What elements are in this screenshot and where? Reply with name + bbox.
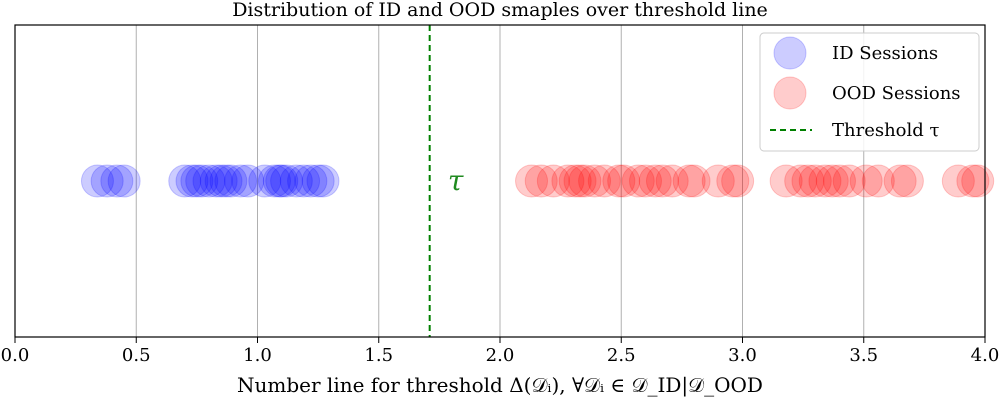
id-session-point [265, 164, 299, 198]
id-session-point [301, 164, 335, 198]
ood-session-point [536, 164, 570, 198]
ood-session-point [607, 164, 641, 198]
ood-session-point [655, 164, 689, 198]
ood-session-point [677, 164, 711, 198]
id-session-point [262, 164, 296, 198]
ood-session-point [849, 164, 883, 198]
legend-label-threshold: Threshold τ [832, 120, 940, 141]
ood-session-point [941, 164, 975, 198]
x-tick-label: 1.5 [364, 345, 393, 366]
id-session-point [107, 164, 141, 198]
id-session-point [204, 164, 238, 198]
legend-label-ood: OOD Sessions [832, 83, 961, 104]
ood-session-point [701, 164, 735, 198]
ood-session-point [769, 164, 803, 198]
id-session-point [168, 164, 202, 198]
ood-session-point [551, 164, 585, 198]
x-tick-label: 2.0 [486, 345, 515, 366]
id-session-point [257, 164, 291, 198]
ood-session-point [961, 164, 995, 198]
legend: ID Sessions OOD Sessions Threshold τ [759, 32, 980, 152]
id-session-point [270, 164, 304, 198]
ood-session-point [621, 164, 655, 198]
ood-session-point [524, 164, 558, 198]
x-tick-label: 3.5 [849, 345, 878, 366]
ood-session-point [823, 164, 856, 198]
ood-session-point [716, 164, 750, 198]
legend-marker-id [773, 36, 807, 70]
legend-label-id: ID Sessions [832, 43, 938, 64]
points-layer [80, 164, 995, 198]
x-tick-label: 0.0 [1, 345, 30, 366]
ood-session-point [832, 164, 866, 198]
ood-session-point [721, 164, 755, 198]
threshold-annotation: τ [448, 164, 464, 197]
ood-session-point [638, 164, 672, 198]
ood-session-point [563, 164, 597, 198]
id-session-point [248, 164, 282, 198]
id-session-point [287, 164, 321, 198]
x-tick-label: 4.0 [971, 345, 1000, 366]
ood-session-point [672, 164, 706, 198]
ood-session-point [791, 164, 825, 198]
ood-session-point [784, 164, 818, 198]
id-session-point [90, 164, 124, 198]
ood-session-point [645, 164, 679, 198]
ood-session-point [798, 164, 832, 198]
ood-session-point [578, 164, 612, 198]
id-session-point [199, 164, 233, 198]
id-session-point [294, 164, 328, 198]
ood-session-point [602, 164, 636, 198]
x-tick-label: 2.5 [607, 345, 636, 366]
id-session-point [80, 164, 114, 198]
x-tick-label: 3.0 [728, 345, 757, 366]
id-session-point [279, 164, 313, 198]
ood-session-point [861, 164, 895, 198]
id-session-point [185, 164, 219, 198]
id-session-point [306, 164, 340, 198]
id-session-point [209, 164, 243, 198]
id-session-point [224, 164, 258, 198]
x-tick-label: 1.0 [243, 345, 272, 366]
id-session-point [180, 164, 214, 198]
id-session-point [100, 164, 134, 198]
ood-session-point [808, 164, 842, 198]
ood-session-point [815, 164, 849, 198]
ood-session-point [558, 164, 592, 198]
ood-session-point [515, 164, 549, 198]
id-session-point [175, 164, 209, 198]
ood-session-point [956, 164, 990, 198]
x-tick-label: 0.5 [122, 345, 151, 366]
id-session-point [192, 164, 226, 198]
ticks-layer: 0.0 0.5 1.0 1.5 2.0 2.5 3.0 3.5 4.0 [1, 337, 1000, 366]
legend-box [759, 32, 980, 152]
id-session-point [231, 164, 265, 198]
ood-session-point [883, 164, 917, 198]
ood-session-point [587, 164, 621, 198]
id-session-point [214, 164, 248, 198]
legend-marker-ood [773, 76, 807, 110]
ood-session-point [568, 164, 602, 198]
threshold-layer: τ [428, 25, 464, 337]
ood-session-point [629, 164, 662, 198]
ood-session-point [890, 164, 924, 198]
chart-title: Distribution of ID and OOD smaples over … [232, 0, 768, 21]
x-axis-label: Number line for threshold Δ(𝒟ᵢ), ∀𝒟ᵢ ∈ 𝒟… [237, 373, 763, 398]
